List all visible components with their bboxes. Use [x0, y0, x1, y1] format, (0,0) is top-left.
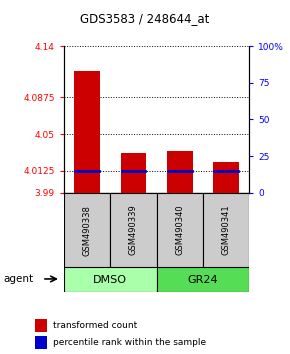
Bar: [121, 153, 146, 193]
Text: transformed count: transformed count: [53, 321, 137, 330]
Text: GSM490338: GSM490338: [82, 205, 92, 256]
Bar: [167, 151, 193, 193]
Bar: [157, 193, 203, 267]
Bar: [203, 193, 249, 267]
Bar: [213, 161, 239, 193]
Text: GSM490339: GSM490339: [129, 205, 138, 256]
Text: GSM490340: GSM490340: [175, 205, 184, 256]
Text: percentile rank within the sample: percentile rank within the sample: [53, 338, 206, 347]
Bar: [157, 267, 249, 292]
Text: GR24: GR24: [188, 275, 218, 285]
Text: DMSO: DMSO: [93, 275, 127, 285]
Bar: [64, 193, 110, 267]
Bar: [35, 336, 47, 349]
Bar: [64, 267, 157, 292]
Bar: [74, 70, 100, 193]
Text: GDS3583 / 248644_at: GDS3583 / 248644_at: [80, 12, 210, 25]
Bar: [110, 193, 157, 267]
Text: GSM490341: GSM490341: [222, 205, 231, 256]
Text: agent: agent: [3, 274, 33, 284]
Bar: [35, 319, 47, 332]
